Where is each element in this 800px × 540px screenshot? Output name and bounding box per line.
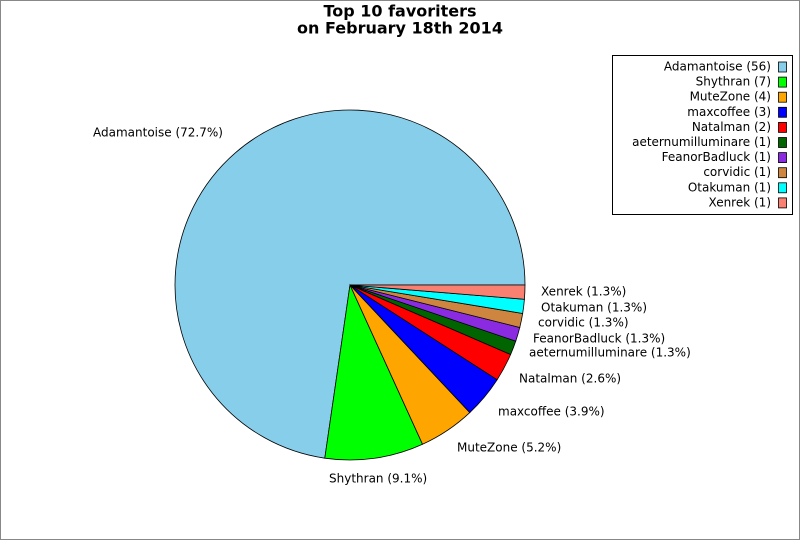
legend-swatch — [778, 152, 787, 164]
slice-label: aeternumilluminare (1.3%) — [529, 346, 691, 360]
legend-swatch — [778, 197, 787, 209]
legend-swatch — [778, 61, 787, 73]
legend-swatch — [778, 76, 787, 88]
legend-swatch — [778, 106, 787, 118]
slice-label: Otakuman (1.3%) — [541, 301, 647, 315]
legend-label: Xenrek (1) — [709, 195, 771, 209]
legend-label: FeanorBadluck (1) — [662, 150, 771, 164]
legend-swatch — [778, 122, 787, 133]
legend-swatch — [778, 137, 787, 148]
slice-label: Natalman (2.6%) — [519, 372, 621, 386]
legend-label: Adamantoise (56) — [664, 60, 771, 74]
slice-label: Shythran (9.1%) — [329, 472, 427, 486]
legend-label: corvidic (1) — [703, 165, 771, 179]
slice-label: Xenrek (1.3%) — [541, 285, 626, 299]
slice-label: maxcoffee (3.9%) — [498, 405, 605, 419]
legend-swatch — [778, 167, 787, 179]
pie-slice — [324, 283, 424, 461]
slice-label: MuteZone (5.2%) — [457, 441, 561, 455]
slice-label: FeanorBadluck (1.3%) — [533, 332, 665, 346]
slice-label: corvidic (1.3%) — [538, 316, 629, 330]
legend-label: Shythran (7) — [696, 75, 771, 89]
legend-swatch — [778, 91, 787, 103]
chart-title: on February 18th 2014 — [297, 19, 503, 38]
slice-label: Adamantoise (72.7%) — [93, 126, 223, 140]
legend-label: MuteZone (4) — [690, 90, 771, 104]
chart-title: Top 10 favoriters — [323, 2, 476, 21]
legend-box — [612, 55, 793, 215]
legend-swatch — [778, 182, 787, 194]
legend-label: Natalman (2) — [692, 120, 771, 134]
legend-label: Otakuman (1) — [688, 180, 771, 194]
pie-slice — [349, 284, 526, 300]
legend-label: aeternumilluminare (1) — [632, 135, 771, 149]
legend-label: maxcoffee (3) — [687, 105, 771, 119]
